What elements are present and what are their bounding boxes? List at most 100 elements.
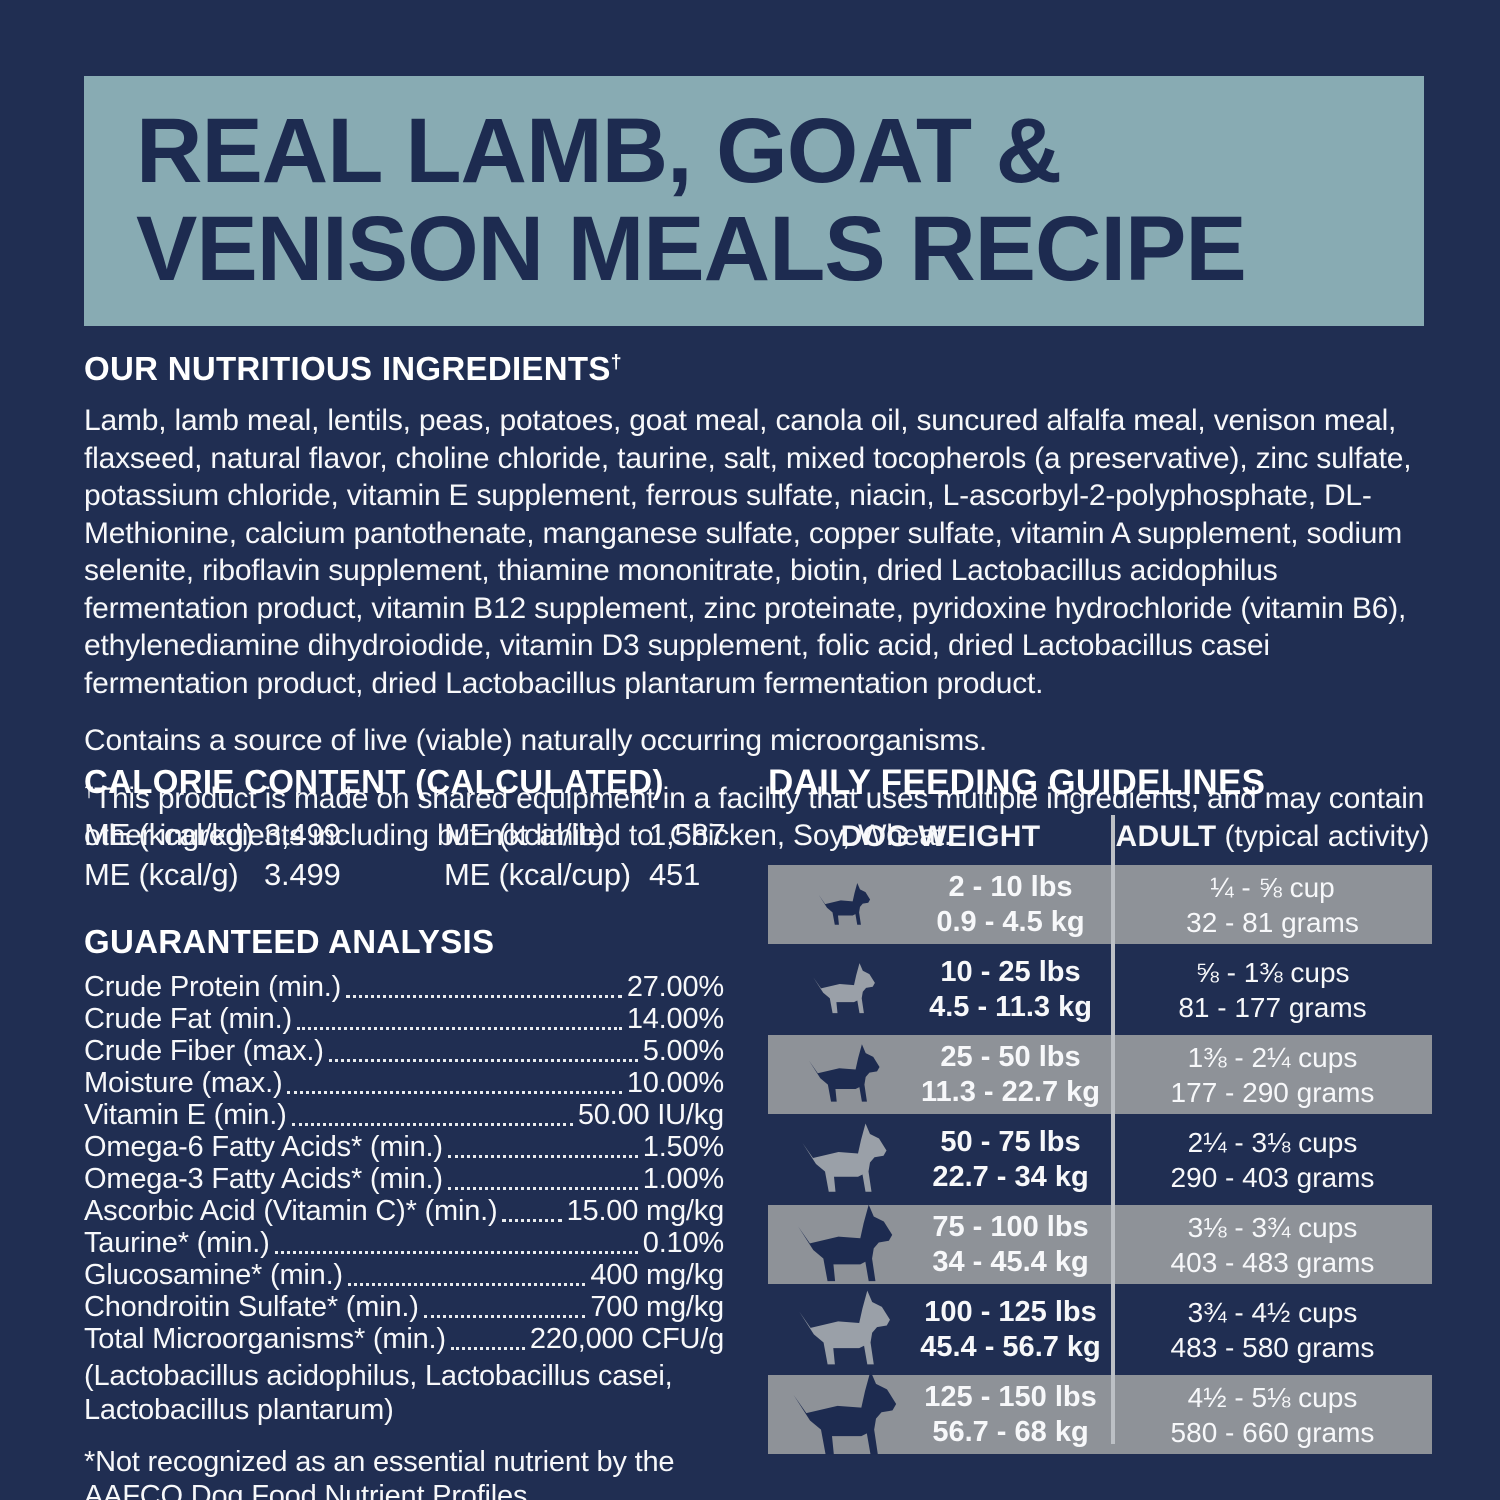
feeding-guidelines-heading: DAILY FEEDING GUIDELINES [768, 763, 1266, 802]
amount-grams: 580 - 660 grams [1170, 1416, 1375, 1448]
weight-kg: 4.5 - 11.3 kg [929, 990, 1092, 1023]
golden-retriever-icon [768, 1369, 918, 1461]
aafco-footnote: *Not recognized as an essential nutrient… [84, 1446, 675, 1500]
weight-kg: 22.7 - 34 kg [932, 1160, 1089, 1193]
weight-cell: 125 - 150 lbs 56.7 - 68 kg [768, 1370, 1113, 1454]
rottweiler-icon [768, 1289, 918, 1370]
adult-header-bold: ADULT [1115, 820, 1217, 853]
analysis-row: Total Microorganisms* (min.) 220,000 CFU/… [84, 1323, 724, 1355]
amount-cups: 2¼ - 3⅛ cups [1187, 1126, 1358, 1158]
calorie-content-heading: CALORIE CONTENT (CALCULATED) [84, 763, 664, 800]
amount-grams: 403 - 483 grams [1170, 1246, 1375, 1278]
spitz-icon [768, 1043, 918, 1106]
analysis-label: Omega-6 Fatty Acids* (min.) [84, 1131, 443, 1163]
weight-cell: 2 - 10 lbs 0.9 - 4.5 kg [768, 865, 1113, 944]
species-note-line1: (Lactobacillus acidophilus, Lactobacillu… [84, 1360, 673, 1392]
analysis-row: Vitamin E (min.) 50.00 IU/kg [84, 1099, 724, 1131]
analysis-row: Omega-6 Fatty Acids* (min.) 1.50% [84, 1131, 724, 1163]
weight-cell: 75 - 100 lbs 34 - 45.4 kg [768, 1203, 1113, 1287]
feeding-row: 2 - 10 lbs 0.9 - 4.5 kg ¼ - ⅝ cup 32 - 81 … [768, 865, 1432, 944]
dotted-leader [447, 1187, 638, 1190]
amount-cell: 4½ - 5⅛ cups 580 - 660 grams [1113, 1375, 1432, 1454]
analysis-row: Omega-3 Fatty Acids* (min.) 1.00% [84, 1163, 724, 1195]
calorie-value: 1,587 [649, 817, 726, 852]
dotted-leader [274, 1251, 638, 1254]
analysis-value: 5.00% [642, 1035, 724, 1067]
amount-cell: 1⅜ - 2¼ cups 177 - 290 grams [1113, 1035, 1432, 1114]
analysis-value: 700 mg/kg [590, 1291, 724, 1323]
analysis-label: Crude Protein (min.) [84, 971, 342, 1003]
feeding-row: 10 - 25 lbs 4.5 - 11.3 kg ⅝ - 1⅜ cups 81 -… [768, 950, 1432, 1029]
weight-kg: 0.9 - 4.5 kg [936, 905, 1085, 938]
weight-kg: 45.4 - 56.7 kg [920, 1330, 1101, 1363]
amount-grams: 81 - 177 grams [1178, 991, 1367, 1023]
amount-cups: 3¾ - 4½ cups [1187, 1296, 1358, 1328]
recipe-title-line2: VENISON MEALS RECIPE [136, 198, 1247, 300]
weight-text: 125 - 150 lbs 56.7 - 68 kg [918, 1380, 1113, 1450]
calorie-value: 3.499 [264, 857, 341, 892]
lower-columns: CALORIE CONTENT (CALCULATED) ME (kcal/kg… [84, 763, 1432, 1500]
analysis-row: Crude Protein (min.) 27.00% [84, 971, 724, 1003]
calorie-value: 451 [649, 857, 701, 892]
analysis-value: 0.10% [642, 1227, 724, 1259]
dotted-leader [291, 1123, 573, 1126]
dagger-symbol: † [610, 351, 622, 373]
feeding-row: 75 - 100 lbs 34 - 45.4 kg 3⅛ - 3¾ cups 403… [768, 1203, 1432, 1287]
dotted-leader [450, 1347, 525, 1350]
calorie-grid: ME (kcal/kg) 3,499 ME (kcal/lb) 1,587 ME… [84, 815, 726, 895]
french-bulldog-icon [768, 962, 918, 1017]
amount-grams: 177 - 290 grams [1170, 1076, 1375, 1108]
amount-cups: ⅝ - 1⅜ cups [1195, 956, 1350, 988]
amount-cell: ¼ - ⅝ cup 32 - 81 grams [1113, 865, 1432, 944]
ingredients-heading-text: OUR NUTRITIOUS INGREDIENTS [84, 350, 611, 387]
feeding-row: 125 - 150 lbs 56.7 - 68 kg 4½ - 5⅛ cups 58… [768, 1370, 1432, 1454]
chihuahua-icon [768, 882, 918, 928]
dagger-symbol: † [84, 780, 94, 801]
dotted-leader [447, 1155, 638, 1158]
weight-text: 75 - 100 lbs 34 - 45.4 kg [918, 1210, 1113, 1280]
weight-kg: 11.3 - 22.7 kg [921, 1075, 1100, 1108]
weight-cell: 10 - 25 lbs 4.5 - 11.3 kg [768, 950, 1113, 1029]
weight-lbs: 125 - 150 lbs [924, 1380, 1097, 1413]
cattle-dog-icon [768, 1122, 918, 1197]
analysis-row: Ascorbic Acid (Vitamin C)* (min.) 15.00 m… [84, 1195, 724, 1227]
calorie-label: ME (kcal/kg) [84, 817, 254, 852]
amount-cups: 1⅜ - 2¼ cups [1187, 1041, 1358, 1073]
great-dane-icon [768, 1203, 918, 1287]
dotted-leader [502, 1219, 562, 1222]
contains-note: Contains a source of live (viable) natur… [84, 724, 988, 757]
analysis-label: Total Microorganisms* (min.) [84, 1323, 446, 1355]
analysis-value: 1.00% [642, 1163, 724, 1195]
analysis-label: Vitamin E (min.) [84, 1099, 287, 1131]
amount-cell: ⅝ - 1⅜ cups 81 - 177 grams [1113, 950, 1432, 1029]
weight-kg: 56.7 - 68 kg [932, 1415, 1089, 1448]
guaranteed-analysis-heading: GUARANTEED ANALYSIS [84, 923, 495, 960]
ingredients-section: OUR NUTRITIOUS INGREDIENTS† Lamb, lamb m… [84, 350, 1432, 875]
analysis-value: 10.00% [626, 1067, 724, 1099]
weight-text: 100 - 125 lbs 45.4 - 56.7 kg [918, 1295, 1113, 1365]
analysis-label: Chondroitin Sulfate* (min.) [84, 1291, 419, 1323]
dotted-leader [287, 1091, 622, 1094]
weight-text: 2 - 10 lbs 0.9 - 4.5 kg [918, 870, 1113, 940]
analysis-row: Crude Fat (min.) 14.00% [84, 1003, 724, 1035]
microorganism-species-note: (Lactobacillus acidophilus, Lactobacillu… [84, 1359, 724, 1427]
ingredients-list: Lamb, lamb meal, lentils, peas, potatoes… [84, 404, 1412, 700]
feeding-table: DOG WEIGHT ADULT (typical activity) 2 - 1… [768, 813, 1432, 1454]
feeding-row: 50 - 75 lbs 22.7 - 34 kg 2¼ - 3⅛ cups 290 … [768, 1120, 1432, 1199]
right-column: DAILY FEEDING GUIDELINES DOG WEIGHT ADUL… [768, 763, 1432, 1500]
dotted-leader [423, 1315, 586, 1318]
dotted-leader [296, 1027, 622, 1030]
analysis-label: Omega-3 Fatty Acids* (min.) [84, 1163, 443, 1195]
analysis-label: Moisture (max.) [84, 1067, 283, 1099]
calorie-label: ME (kcal/lb) [444, 817, 606, 852]
feeding-row: 25 - 50 lbs 11.3 - 22.7 kg 1⅜ - 2¼ cups 17… [768, 1035, 1432, 1114]
analysis-value: 15.00 mg/kg [566, 1195, 725, 1227]
weight-kg: 34 - 45.4 kg [932, 1245, 1089, 1278]
species-note-line2: Lactobacillus plantarum) [84, 1394, 394, 1426]
left-column: CALORIE CONTENT (CALCULATED) ME (kcal/kg… [84, 763, 726, 1500]
amount-cell: 3¾ - 4½ cups 483 - 580 grams [1113, 1290, 1432, 1369]
dog-weight-header: DOG WEIGHT [840, 820, 1041, 853]
weight-lbs: 25 - 50 lbs [940, 1040, 1081, 1073]
amount-grams: 290 - 403 grams [1170, 1161, 1375, 1193]
